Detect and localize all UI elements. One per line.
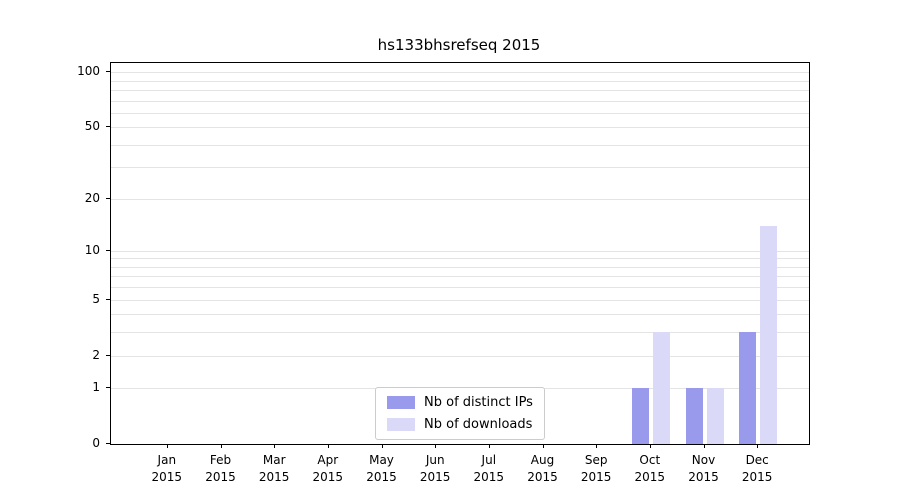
gridline	[111, 127, 809, 129]
y-axis-tick	[106, 354, 110, 356]
gridline	[111, 287, 809, 289]
x-axis-tick	[166, 444, 168, 448]
x-axis-tick-label-line: 2015	[151, 470, 183, 484]
x-axis-tick-label-line: Jan	[157, 453, 177, 467]
y-axis-tick-label: 1	[92, 380, 100, 395]
x-axis-tick	[649, 444, 651, 448]
legend-item-distinct-ips: Nb of distinct IPs	[387, 395, 533, 410]
gridline	[111, 332, 809, 334]
legend-swatch-distinct-ips	[387, 396, 415, 409]
x-axis-tick-label-line: 2015	[473, 470, 505, 484]
x-axis-tick-label: Jun 2015	[405, 452, 465, 486]
y-axis-tick-label: 2	[92, 347, 100, 362]
x-axis-tick	[381, 444, 383, 448]
x-axis-tick	[488, 444, 490, 448]
bar-downloads	[652, 332, 670, 444]
y-axis-tick-label: 100	[77, 64, 100, 78]
bar-downloads	[706, 388, 724, 444]
x-axis-tick-label: Mar 2015	[244, 452, 304, 486]
plot-area: Nb of distinct IPs Nb of downloads	[110, 62, 810, 445]
gridline	[111, 258, 809, 260]
y-axis-tick	[106, 298, 110, 300]
x-axis-tick-label-line: 2015	[258, 470, 290, 484]
gridline	[111, 198, 809, 200]
y-axis-tick-label: 0	[92, 436, 100, 450]
x-axis-tick-label: Jan 2015	[137, 452, 197, 486]
x-axis-tick-label: Nov 2015	[674, 452, 734, 486]
y-axis-tick	[106, 71, 110, 72]
x-axis-tick-label: Aug 2015	[513, 452, 573, 486]
x-axis-tick-label: Oct 2015	[620, 452, 680, 486]
chart-title: hs133bhsrefseq 2015	[377, 36, 541, 54]
legend-label-downloads: Nb of downloads	[424, 417, 533, 432]
gridline	[111, 100, 809, 102]
gridline	[111, 314, 809, 316]
legend-swatch-downloads	[387, 418, 415, 431]
legend: Nb of distinct IPs Nb of downloads	[375, 387, 545, 440]
gridline	[111, 72, 809, 73]
x-axis-tick-label-line: Apr	[317, 453, 339, 467]
x-axis-tick	[327, 444, 329, 448]
x-axis-tick	[596, 444, 598, 448]
gridline	[111, 89, 809, 91]
bar-distinct-ips	[631, 388, 649, 444]
x-axis-tick-label-line: 2015	[688, 470, 719, 484]
y-axis-tick	[106, 126, 110, 128]
x-axis-tick-label-line: 2015	[312, 470, 344, 484]
y-axis-tick	[106, 249, 110, 251]
x-axis-tick-label-line: 2015	[205, 470, 236, 484]
x-axis-tick-label: Sep 2015	[566, 452, 626, 486]
x-axis-tick	[274, 444, 276, 448]
bar-downloads	[760, 225, 778, 444]
x-axis-tick-label-line: Feb	[209, 453, 232, 467]
x-axis-tick	[703, 444, 705, 448]
gridline	[111, 266, 809, 268]
x-axis-tick-label-line: Oct	[639, 453, 661, 467]
x-axis-tick	[435, 444, 437, 448]
x-axis-tick	[220, 444, 222, 448]
x-axis-tick-label: Jul 2015	[459, 452, 519, 486]
x-axis-tick-label: Dec 2015	[727, 452, 787, 486]
x-axis-tick-label: Feb 2015	[191, 452, 251, 486]
gridline	[111, 250, 809, 252]
x-axis-tick-label: Apr 2015	[298, 452, 358, 486]
y-axis-tick-label: 20	[84, 190, 100, 205]
x-axis-tick-label: May 2015	[352, 452, 412, 486]
legend-label-distinct-ips: Nb of distinct IPs	[424, 395, 533, 410]
y-axis-tick	[106, 197, 110, 199]
gridline	[111, 276, 809, 278]
bar-distinct-ips	[739, 332, 757, 444]
legend-item-downloads: Nb of downloads	[387, 417, 533, 432]
y-axis-tick-label: 50	[84, 119, 100, 134]
x-axis-tick-label-line: Dec	[745, 453, 769, 467]
x-axis-tick	[542, 444, 544, 448]
gridline	[111, 355, 809, 357]
x-axis-tick-label-line: May	[369, 453, 394, 467]
x-axis-tick-label-line: 2015	[527, 470, 558, 484]
x-axis-tick-label-line: 2015	[634, 470, 666, 484]
bar-distinct-ips	[685, 388, 703, 444]
x-axis-tick-label-line: Sep	[584, 453, 608, 467]
gridline	[111, 167, 809, 169]
x-axis-tick-label-line: Jun	[425, 453, 445, 467]
x-axis-tick-label-line: 2015	[419, 470, 451, 484]
x-axis-tick-label-line: 2015	[366, 470, 397, 484]
x-axis-tick-label-line: Nov	[691, 453, 716, 467]
y-axis-tick	[106, 387, 110, 389]
y-axis-tick	[106, 443, 110, 444]
x-axis-tick	[757, 444, 759, 448]
x-axis-tick-label-line: Mar	[262, 453, 286, 467]
x-axis-tick-label-line: 2015	[741, 470, 773, 484]
gridline	[111, 112, 809, 114]
gridline	[111, 144, 809, 146]
y-axis-tick-label: 10	[84, 242, 100, 257]
x-axis-tick-label-line: 2015	[580, 470, 612, 484]
x-axis-tick-label-line: Jul	[481, 453, 497, 467]
y-axis-tick-label: 5	[92, 291, 100, 306]
gridline	[111, 299, 809, 301]
x-axis-tick-label-line: Aug	[530, 453, 555, 467]
gridline	[111, 80, 809, 82]
